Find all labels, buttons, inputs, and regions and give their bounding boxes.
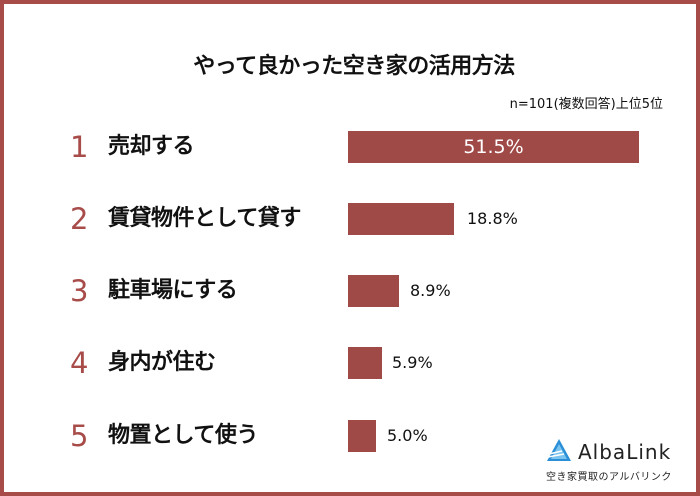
bar — [348, 275, 399, 307]
albalink-mark-icon — [546, 438, 572, 466]
rank-number: 1 — [70, 130, 89, 164]
bar-row-2: 2 賃貸物件として貸す 18.8% — [4, 202, 700, 236]
bar — [348, 131, 639, 163]
bar — [348, 347, 382, 379]
bar-value: 5.9% — [392, 353, 433, 372]
category-label: 駐車場にする — [108, 278, 238, 303]
rank-number: 5 — [70, 419, 89, 453]
rank-number: 2 — [70, 202, 89, 236]
bar-value: 51.5% — [463, 136, 524, 158]
bar-row-3: 3 駐車場にする 8.9% — [4, 274, 700, 308]
bar-row-5: 5 物置として使う 5.0% — [4, 419, 700, 453]
bar — [348, 420, 376, 452]
bar-value: 8.9% — [410, 281, 451, 300]
chart-title: やって良かった空き家の活用方法 — [193, 54, 515, 79]
bar-row-1: 1 売却する 51.5% — [4, 130, 700, 164]
rank-number: 4 — [70, 346, 89, 380]
logo-tagline: 空き家買取のアルバリンク — [546, 472, 672, 483]
bar-value: 18.8% — [467, 209, 518, 228]
rank-number: 3 — [70, 274, 89, 308]
category-label: 身内が住む — [108, 350, 216, 375]
category-label: 物置として使う — [108, 423, 258, 448]
bar — [348, 203, 454, 235]
albalink-logo: AlbaLink 空き家買取のアルバリンク — [546, 438, 686, 483]
sample-note: n=101(複数回答)上位5位 — [509, 97, 663, 112]
logo-wordmark: AlbaLink — [578, 440, 672, 464]
category-label: 売却する — [108, 134, 195, 159]
category-label: 賃貸物件として貸す — [108, 206, 301, 231]
bar-value: 5.0% — [387, 426, 428, 445]
bar-row-4: 4 身内が住む 5.9% — [4, 346, 700, 380]
